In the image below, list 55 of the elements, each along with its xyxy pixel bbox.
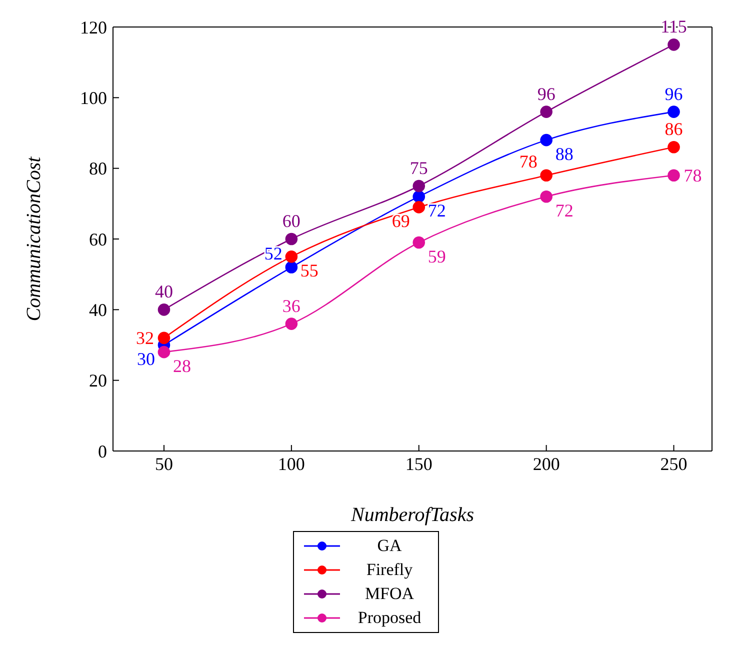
data-label: 72 xyxy=(555,200,574,221)
data-label: 28 xyxy=(172,356,191,376)
legend-label: MFOA xyxy=(364,584,416,604)
y-axis-title: CommunicationCost xyxy=(23,156,46,322)
point xyxy=(540,190,552,203)
y-tick-label: 60 xyxy=(89,229,107,250)
data-label: 96 xyxy=(537,84,556,104)
x-tick-label: 150 xyxy=(405,454,432,474)
data-label: 75 xyxy=(410,158,428,178)
point xyxy=(412,180,426,192)
x-tick-label: 200 xyxy=(532,454,560,474)
data-label: 96 xyxy=(664,84,683,104)
data-label: 30 xyxy=(136,349,155,369)
point xyxy=(412,236,426,249)
point xyxy=(285,232,298,246)
y-tick-label: 40 xyxy=(89,300,107,320)
y-tick-label: 0 xyxy=(98,441,107,462)
y-tick-label: 100 xyxy=(80,88,107,108)
point xyxy=(668,140,680,154)
point xyxy=(668,106,680,118)
point xyxy=(158,304,170,316)
point xyxy=(540,134,552,146)
point xyxy=(540,169,552,182)
y-tick-label: 120 xyxy=(80,17,107,38)
point xyxy=(285,261,298,274)
legend-label: Proposed xyxy=(356,608,422,628)
y-tick-label: 20 xyxy=(89,370,107,391)
point xyxy=(285,250,298,263)
data-label: 69 xyxy=(392,211,410,232)
data-label: 40 xyxy=(154,282,173,302)
point xyxy=(540,106,552,118)
point xyxy=(668,38,680,51)
point xyxy=(668,169,680,182)
y-tick-label: 80 xyxy=(89,158,107,179)
data-label: 32 xyxy=(136,328,154,348)
data-label: 59 xyxy=(428,246,446,267)
data-label: 60 xyxy=(282,211,300,231)
x-tick-label: 250 xyxy=(660,454,688,474)
data-label: 55 xyxy=(300,260,318,281)
point xyxy=(158,332,170,344)
legend-label: GA xyxy=(376,536,403,556)
data-label: 72 xyxy=(428,200,446,221)
x-tick-label: 50 xyxy=(154,454,173,474)
x-tick-label: 100 xyxy=(278,454,305,474)
x-axis-title: NumberofTasks xyxy=(350,504,474,526)
data-label: 36 xyxy=(282,296,300,316)
data-label: 88 xyxy=(555,144,574,164)
data-label: 78 xyxy=(519,151,538,172)
point xyxy=(158,346,170,358)
legend-label: Firefly xyxy=(365,560,414,580)
data-label: 86 xyxy=(664,119,683,140)
point xyxy=(285,318,298,330)
data-label: 78 xyxy=(684,165,702,186)
point xyxy=(412,201,426,214)
data-label: 52 xyxy=(264,243,282,264)
